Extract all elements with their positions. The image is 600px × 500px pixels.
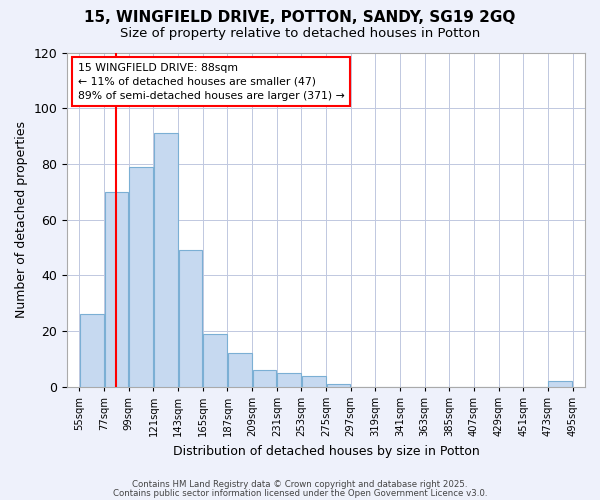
Text: Contains HM Land Registry data © Crown copyright and database right 2025.: Contains HM Land Registry data © Crown c… [132,480,468,489]
Bar [80,314,104,387]
Text: 15 WINGFIELD DRIVE: 88sqm
← 11% of detached houses are smaller (47)
89% of semi-: 15 WINGFIELD DRIVE: 88sqm ← 11% of detac… [77,62,344,100]
Bar [326,384,350,387]
Bar [154,134,178,387]
Text: Contains public sector information licensed under the Open Government Licence v3: Contains public sector information licen… [113,488,487,498]
X-axis label: Distribution of detached houses by size in Potton: Distribution of detached houses by size … [173,444,479,458]
Bar [228,354,251,387]
Bar [277,373,301,387]
Text: Size of property relative to detached houses in Potton: Size of property relative to detached ho… [120,28,480,40]
Bar [302,376,326,387]
Bar [129,166,153,387]
Bar [203,334,227,387]
Text: 15, WINGFIELD DRIVE, POTTON, SANDY, SG19 2GQ: 15, WINGFIELD DRIVE, POTTON, SANDY, SG19… [85,10,515,25]
Y-axis label: Number of detached properties: Number of detached properties [15,121,28,318]
Bar [253,370,277,387]
Bar [179,250,202,387]
Bar [104,192,128,387]
Bar [548,381,572,387]
